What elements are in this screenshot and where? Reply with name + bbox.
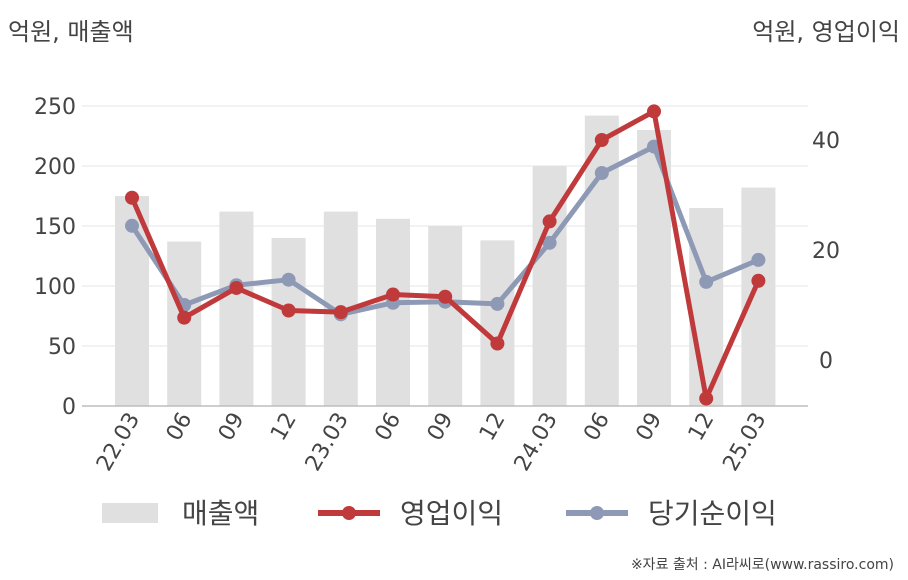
operating-profit-point (229, 280, 244, 295)
left-axis-tick-label: 250 (34, 95, 76, 120)
revenue-bar (480, 240, 515, 406)
operating-profit-point (647, 104, 661, 119)
left-axis-tick-label: 150 (34, 215, 76, 240)
legend-label: 영업이익 (400, 497, 503, 530)
right-axis-tick-label: 40 (812, 129, 840, 154)
revenue-bar (219, 211, 254, 406)
right-axis-tick-label: 0 (819, 349, 833, 374)
x-axis-tick-label: 25.03 (718, 409, 771, 476)
x-axis-tick-label: 12 (266, 409, 302, 446)
operating-profit-point (490, 336, 505, 351)
left-axis-tick-label: 0 (62, 395, 76, 420)
revenue-bar (428, 226, 463, 406)
net-income-point (490, 296, 505, 311)
operating-profit-point (542, 214, 557, 229)
operating-profit-point (699, 391, 714, 406)
net-income-point (699, 274, 714, 289)
x-axis-tick-label: 22.03 (92, 409, 145, 476)
x-axis-tick-label: 24.03 (510, 409, 563, 476)
operating-profit-point (125, 190, 139, 205)
revenue-bar (271, 238, 306, 406)
legend-label: 매출액 (182, 497, 259, 530)
left-axis-tick-label: 50 (48, 335, 76, 360)
legend-swatch-revenue (102, 503, 158, 523)
x-axis-tick-label: 09 (632, 409, 668, 446)
revenue-bar (584, 115, 619, 406)
x-axis-tick-label: 23.03 (301, 409, 354, 476)
legend-marker-net-income (590, 506, 604, 520)
left-axis-tick-label: 100 (34, 275, 76, 300)
operating-profit-point (438, 289, 453, 304)
net-income-point (542, 235, 557, 250)
revenue-bar (741, 187, 776, 406)
source-note: ※자료 출처 : AI라씨로(www.rassiro.com) (630, 557, 894, 573)
net-income-point (125, 218, 139, 233)
operating-profit-point (281, 303, 296, 318)
right-axis-unit-label: 억원, 영업이익 (752, 18, 900, 46)
x-axis-tick-label: 09 (423, 409, 459, 446)
operating-profit-point (333, 305, 348, 320)
net-income-point (281, 272, 296, 287)
net-income-point (751, 252, 766, 267)
legend-marker-operating-profit (342, 506, 356, 520)
legend-label: 당기순이익 (648, 497, 777, 530)
x-axis-tick-label: 12 (475, 409, 511, 446)
operating-profit-point (594, 133, 609, 147)
operating-profit-point (751, 273, 766, 288)
revenue-bar (376, 218, 410, 406)
left-axis-tick-label: 200 (34, 155, 76, 180)
x-axis-tick-label: 06 (162, 409, 198, 446)
x-axis-tick-label: 12 (684, 409, 720, 446)
operating-profit-point (177, 310, 192, 325)
x-axis-tick-label: 06 (371, 409, 407, 446)
net-income-point (594, 166, 609, 180)
left-axis-unit-label: 억원, 매출액 (8, 18, 134, 46)
x-axis-tick-label: 09 (214, 409, 250, 446)
operating-profit-point (386, 287, 400, 302)
right-axis-tick-label: 20 (812, 239, 840, 264)
x-axis-tick-label: 06 (579, 409, 615, 446)
